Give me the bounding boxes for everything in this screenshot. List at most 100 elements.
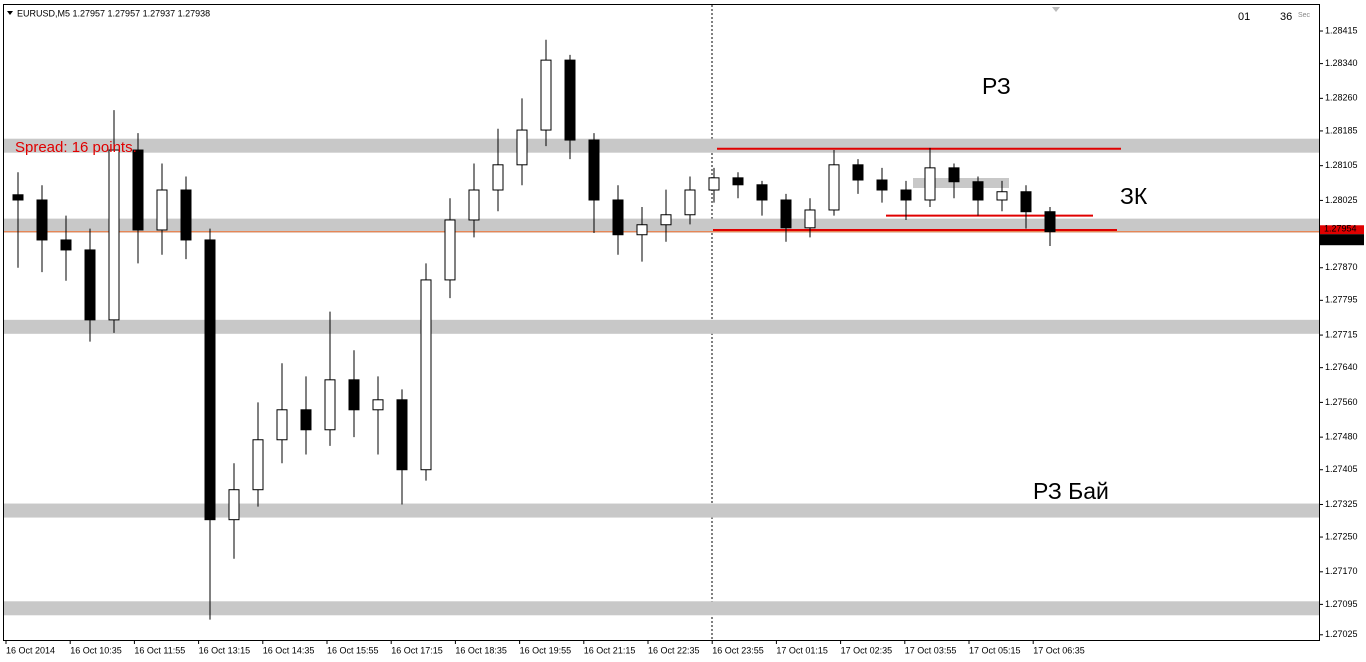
plot-frame	[3, 4, 1320, 641]
y-tick-label: 1.27870	[1325, 262, 1358, 272]
candle-body	[732, 177, 744, 186]
candle-body	[276, 409, 288, 441]
candle-body	[684, 189, 696, 216]
x-tick-label: 16 Oct 2014	[6, 645, 55, 655]
x-tick-label: 17 Oct 02:35	[841, 645, 893, 655]
y-tick-label: 1.28260	[1325, 93, 1358, 103]
y-tick-label: 1.28185	[1325, 125, 1358, 135]
ask-label-box	[1320, 225, 1364, 235]
x-tick-label: 17 Oct 01:15	[776, 645, 828, 655]
zone-small	[913, 178, 1009, 188]
candle-body	[852, 164, 864, 181]
y-tick-label: 1.27480	[1325, 432, 1358, 442]
candle-body	[444, 219, 456, 281]
y-tick-label: 1.27640	[1325, 362, 1358, 372]
candle-body	[1044, 211, 1056, 233]
x-tick-label: 16 Oct 13:15	[199, 645, 251, 655]
x-tick-label: 16 Oct 17:15	[391, 645, 443, 655]
candle-body	[1020, 191, 1032, 213]
x-tick-label: 17 Oct 05:15	[969, 645, 1021, 655]
y-tick-label: 1.28340	[1325, 58, 1358, 68]
zone	[4, 319, 1319, 334]
ask-label: 1.27954	[1324, 224, 1357, 234]
candle-body	[252, 439, 264, 491]
candle-body	[12, 194, 24, 201]
x-tick-label: 17 Oct 06:35	[1033, 645, 1085, 655]
chart-title: EURUSD,M5 1.27957 1.27957 1.27937 1.2793…	[17, 8, 210, 18]
x-tick-label: 16 Oct 19:55	[520, 645, 572, 655]
candle-body	[156, 189, 168, 231]
candle-body	[204, 239, 216, 521]
candle-body	[396, 399, 408, 471]
corner-text: 01	[1238, 11, 1250, 23]
candle-body	[564, 59, 576, 141]
candle-body	[324, 379, 336, 431]
x-tick-label: 16 Oct 18:35	[455, 645, 507, 655]
shift-marker	[1052, 7, 1060, 12]
y-tick-label: 1.27170	[1325, 566, 1358, 576]
x-tick-label: 16 Oct 23:55	[712, 645, 764, 655]
candle-body	[180, 189, 192, 241]
candle-body	[708, 177, 720, 191]
y-tick-label: 1.27715	[1325, 329, 1358, 339]
x-tick-label: 16 Oct 22:35	[648, 645, 700, 655]
candle-body	[540, 59, 552, 131]
zone	[4, 503, 1319, 518]
candle-body	[516, 129, 528, 166]
x-tick-label: 16 Oct 10:35	[70, 645, 122, 655]
candle-body	[612, 199, 624, 236]
y-tick-label: 1.27325	[1325, 499, 1358, 509]
candle-body	[972, 181, 984, 201]
candle-body	[228, 489, 240, 521]
candle-body	[780, 199, 792, 229]
candle-body	[588, 139, 600, 201]
candle-body	[948, 167, 960, 183]
annotation: РЗ	[982, 73, 1011, 99]
candle-body	[108, 149, 120, 321]
candle-body	[492, 164, 504, 191]
candle-body	[828, 164, 840, 211]
candle-body	[348, 379, 360, 411]
x-tick-label: 16 Oct 15:55	[327, 645, 379, 655]
candle-body	[84, 249, 96, 321]
candle-body	[300, 409, 312, 431]
x-tick-label: 16 Oct 21:15	[584, 645, 636, 655]
candle-body	[636, 224, 648, 236]
corner-text: Sec	[1298, 12, 1311, 19]
candle-body	[996, 191, 1008, 201]
y-tick-label: 1.28105	[1325, 160, 1358, 170]
zone	[4, 138, 1319, 153]
y-tick-label: 1.27025	[1325, 629, 1358, 639]
bid-label: 1.27938	[1324, 234, 1357, 244]
y-tick-label: 1.27095	[1325, 599, 1358, 609]
corner-text: 36	[1280, 11, 1292, 23]
candle-body	[756, 184, 768, 201]
candle-body	[372, 399, 384, 411]
y-tick-label: 1.27250	[1325, 531, 1358, 541]
candle-body	[132, 149, 144, 231]
candle-body	[804, 209, 816, 229]
candle-body	[900, 189, 912, 201]
menu-arrow	[7, 11, 13, 15]
candle-body	[468, 189, 480, 221]
y-tick-label: 1.27405	[1325, 464, 1358, 474]
candle-body	[36, 199, 48, 241]
annotation: ЗК	[1120, 183, 1148, 209]
zone	[4, 601, 1319, 616]
bid-label-box	[1320, 234, 1364, 246]
candle-body	[420, 279, 432, 471]
candle-body	[60, 239, 72, 251]
y-tick-label: 1.27560	[1325, 397, 1358, 407]
x-tick-label: 16 Oct 11:55	[134, 645, 185, 655]
y-tick-label: 1.28025	[1325, 195, 1358, 205]
spread-text: Spread: 16 points.	[15, 139, 137, 156]
x-tick-label: 16 Oct 14:35	[263, 645, 315, 655]
candle-body	[876, 179, 888, 191]
y-tick-label: 1.27795	[1325, 295, 1358, 305]
annotation: РЗ Бай	[1033, 478, 1109, 504]
candle-body	[924, 167, 936, 201]
x-tick-label: 17 Oct 03:55	[905, 645, 957, 655]
y-tick-label: 1.28415	[1325, 25, 1358, 35]
candle-body	[660, 214, 672, 226]
